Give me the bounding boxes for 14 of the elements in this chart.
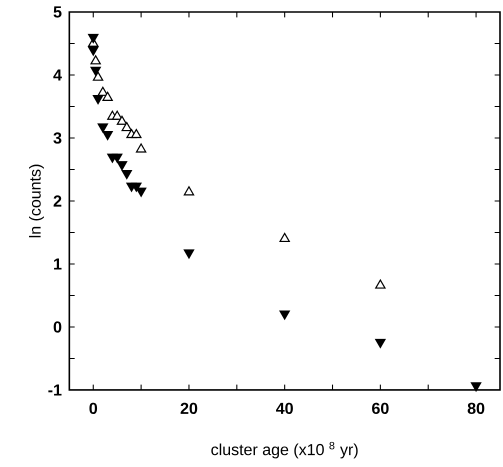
x-tick-label: 60: [372, 402, 389, 414]
y-tick-label: 2: [54, 195, 62, 207]
y-tick-label: 0: [54, 321, 62, 333]
y-tick-label: 1: [54, 258, 62, 270]
x-tick-label: 0: [89, 402, 98, 414]
x-tick-label: 40: [276, 402, 293, 414]
x-tick-label: 20: [180, 402, 198, 414]
y-tick-label: -1: [48, 384, 62, 396]
y-axis-title: ln (counts): [29, 164, 44, 238]
x-axis-title: cluster age (x10 $^{8}$ yr): [211, 442, 358, 458]
y-tick-label: 4: [53, 70, 62, 81]
y-tick-label: 3: [53, 132, 62, 144]
x-tick-label: 80: [468, 402, 484, 414]
y-tick-label: 5: [54, 6, 62, 18]
